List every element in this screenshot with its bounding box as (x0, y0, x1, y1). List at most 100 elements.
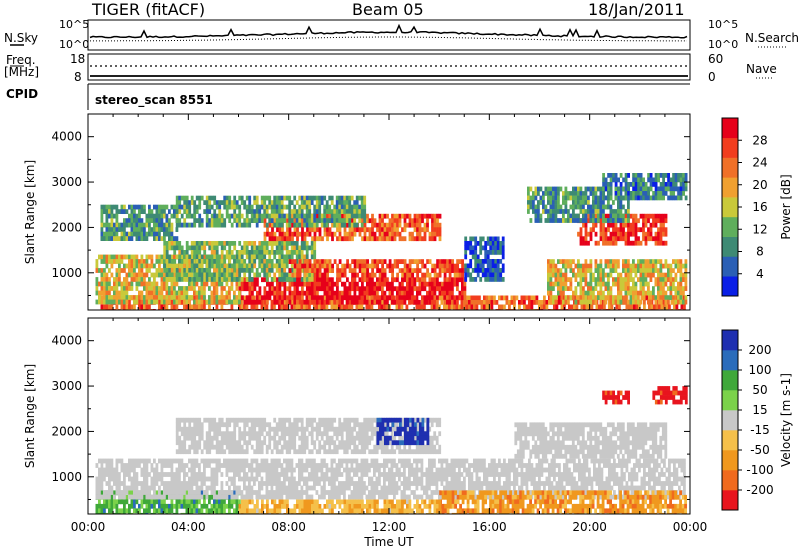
power-cell (451, 277, 454, 283)
power-cell (644, 240, 648, 246)
velocity-cell (145, 490, 149, 495)
power-cell (393, 277, 397, 283)
power-cell (388, 290, 392, 296)
power-cell (286, 218, 289, 224)
power-cell (108, 204, 111, 210)
power-cell (273, 304, 276, 310)
velocity-cell (115, 467, 119, 473)
power-cell (138, 281, 141, 287)
power-cell (378, 213, 382, 219)
power-cell (532, 191, 535, 196)
power-cell (288, 204, 292, 210)
power-cell (123, 204, 126, 210)
power-cell (572, 213, 575, 219)
power-cell (230, 200, 234, 205)
power-cell (313, 222, 317, 228)
power-cell (358, 209, 362, 214)
power-cell (263, 204, 267, 210)
power-cell (527, 200, 530, 205)
power-cell (323, 204, 327, 210)
velocity-cell (150, 481, 154, 486)
power-cell (361, 236, 364, 242)
power-cell (351, 227, 354, 233)
power-cell (624, 281, 628, 287)
power-cell (552, 286, 555, 291)
power-cell (679, 290, 683, 296)
power-cell (617, 290, 620, 296)
power-cell (335, 209, 339, 214)
power-cell (632, 286, 635, 291)
power-cell (208, 195, 212, 201)
power-cell (649, 295, 653, 300)
power-cell (617, 295, 620, 300)
power-cell (305, 295, 309, 301)
power-cell (358, 263, 362, 269)
power-cell (280, 222, 284, 228)
power-cell (529, 200, 533, 205)
power-cell (163, 295, 166, 300)
power-cell (619, 227, 623, 233)
power-cell (108, 213, 111, 219)
power-cell (602, 231, 605, 237)
velocity-cell (98, 481, 101, 486)
power-cell (628, 304, 631, 310)
power-cell (484, 259, 488, 264)
power-cell (469, 277, 473, 282)
power-cell (336, 290, 339, 296)
power-cell (376, 295, 379, 301)
power-cell (594, 200, 598, 205)
power-cell (622, 204, 625, 210)
power-cell (411, 286, 414, 292)
power-cell (165, 268, 169, 273)
power-cell (529, 204, 533, 210)
velocity-cell (155, 490, 159, 496)
power-cell (426, 281, 429, 287)
power-cell (669, 277, 673, 282)
velocity-cell (158, 485, 161, 491)
velocity-cell (155, 467, 159, 473)
power-cell (328, 204, 332, 210)
power-cell (198, 218, 202, 223)
power-cell (619, 290, 623, 296)
power-cell (213, 277, 217, 282)
power-cell (587, 204, 590, 210)
power-cell (648, 304, 651, 310)
power-cell (553, 304, 556, 310)
power-cell (632, 227, 635, 233)
power-cell (679, 186, 683, 192)
power-cell (474, 245, 478, 251)
velocity-cell (95, 494, 99, 500)
power-cell (100, 231, 104, 237)
power-cell (433, 281, 437, 287)
power-cell (604, 182, 608, 187)
power-cell (381, 227, 384, 233)
power-cell (403, 277, 407, 283)
power-cell (647, 186, 650, 192)
power-cell (333, 290, 337, 296)
power-cell (458, 295, 462, 301)
power-cell (293, 259, 297, 264)
power-cell (353, 213, 357, 219)
power-cell (652, 295, 655, 300)
power-cell (125, 286, 129, 291)
power-cell (499, 241, 503, 246)
power-cell (133, 254, 136, 260)
power-cell (637, 227, 640, 233)
power-cell (233, 213, 237, 219)
power-cell (585, 304, 589, 310)
power-cell (328, 227, 332, 233)
power-cell (353, 227, 357, 233)
power-cell (283, 259, 287, 264)
power-cell (223, 195, 227, 201)
power-cell (634, 177, 638, 183)
power-cell (110, 204, 114, 210)
power-cell (213, 300, 216, 305)
power-cell (298, 254, 302, 260)
power-cell (634, 236, 638, 242)
velocity-cell (145, 503, 149, 509)
power-cell (356, 227, 359, 233)
power-cell (213, 250, 217, 255)
power-cell (260, 213, 264, 219)
power-cell (155, 254, 159, 260)
power-cell (118, 259, 121, 264)
